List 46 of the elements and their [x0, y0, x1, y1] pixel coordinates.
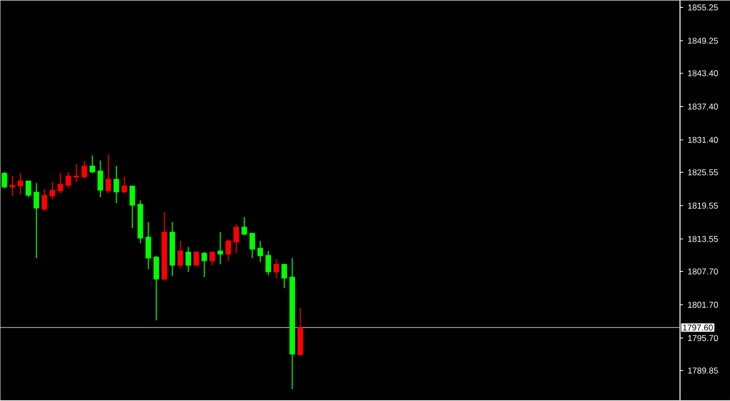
candlestick [233, 224, 240, 254]
candlestick [209, 252, 216, 266]
candlestick [154, 256, 160, 321]
candlestick [18, 172, 24, 195]
candlestick [146, 222, 152, 270]
y-tick-label: 1837.40 [688, 104, 718, 110]
y-tick-label: 1831.40 [688, 136, 718, 143]
y-tick-label: 1813.55 [688, 236, 718, 242]
candlestick [241, 216, 248, 236]
candlestick [249, 232, 256, 259]
y-tick-label: 1807.70 [688, 268, 718, 275]
candlestick [10, 176, 16, 197]
candlestick [201, 252, 208, 278]
candlestick [50, 182, 56, 200]
candlestick [225, 238, 232, 262]
y-tick-label: 1849.25 [688, 38, 718, 44]
candlestick [193, 250, 200, 267]
candlestick [130, 186, 136, 229]
ref-line-label: 1797.60 [683, 324, 713, 331]
candlestick [281, 264, 288, 289]
y-tick-label: 1789.85 [688, 368, 718, 374]
candlestick [106, 154, 112, 194]
y-tick-label: 1843.40 [688, 70, 718, 76]
y-tick-label: 1819.55 [688, 202, 718, 209]
candlestick [114, 166, 120, 204]
candlestick [217, 232, 224, 265]
candlestick [26, 180, 32, 198]
y-tick-label: 1825.55 [688, 169, 718, 176]
y-tick-label: 1801.70 [688, 302, 718, 308]
y-tick-label: 1855.25 [688, 4, 718, 11]
candlestick [185, 246, 192, 273]
candlestick [273, 258, 280, 279]
candlestick [82, 160, 88, 179]
candlestick [98, 160, 104, 198]
candlestick [177, 240, 184, 269]
candlestick [2, 172, 8, 189]
candlestick [66, 172, 72, 189]
candlestick [58, 172, 64, 194]
candlestick [257, 240, 264, 263]
candlestick [90, 155, 96, 174]
candlestick [42, 188, 48, 212]
candlestick [265, 250, 272, 276]
candlestick [34, 182, 40, 259]
y-tick-label: 1795.70 [688, 335, 718, 342]
candlestick [122, 176, 128, 194]
candlestick [74, 164, 80, 183]
